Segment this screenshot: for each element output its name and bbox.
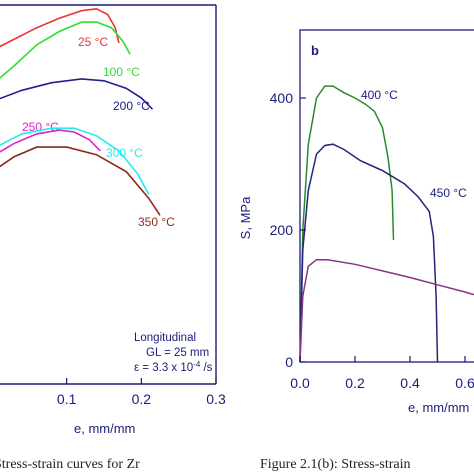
right-series-400-c bbox=[299, 85, 395, 363]
left-caption: Stress-strain curves for Zr bbox=[0, 457, 140, 472]
left-series-label-100-c: 100 °C bbox=[103, 65, 140, 79]
left-series-200-c bbox=[0, 78, 154, 110]
right-y-ticks: 0 200 400 bbox=[270, 90, 306, 370]
left-series-250-c bbox=[0, 129, 101, 153]
right-y-axis-label: S, MPa bbox=[238, 196, 253, 239]
right-x-tick-label: 0.0 bbox=[290, 375, 310, 391]
right-x-tick-label: 0.6 bbox=[455, 375, 474, 391]
right-plot-frame bbox=[299, 29, 474, 363]
left-annotation-exponent: -4 bbox=[193, 360, 201, 369]
left-series-group: 25 °C 100 °C 200 °C 250 °C 300 °C 350 °C bbox=[0, 7, 175, 229]
right-series-group: 400 °C 450 °C bbox=[299, 85, 474, 363]
left-series-label-300-c: 300 °C bbox=[106, 146, 143, 160]
left-annotation-unit: /s bbox=[200, 362, 212, 374]
left-x-ticks: 0.1 0.2 0.3 bbox=[57, 378, 226, 407]
right-chart: b 400 °C 450 °C 0.0 0.2 0.4 0.6 0 200 400 S, M… bbox=[238, 29, 474, 415]
right-x-tick-label: 0.2 bbox=[345, 375, 365, 391]
right-series-450-c bbox=[299, 143, 439, 363]
left-series-label-250-c: 250 °C bbox=[22, 120, 59, 134]
right-x-tick-label: 0.4 bbox=[400, 375, 420, 391]
right-y-tick-label: 200 bbox=[270, 222, 294, 238]
left-x-tick-label: 0.1 bbox=[57, 391, 77, 407]
left-x-tick-label: 0.3 bbox=[206, 391, 226, 407]
left-series-label-200-c: 200 °C bbox=[113, 99, 150, 113]
left-x-tick-label: 0.2 bbox=[132, 391, 152, 407]
right-panel-label: b bbox=[311, 43, 319, 58]
right-caption: Figure 2.1(b): Stress-strain bbox=[260, 457, 410, 472]
right-series-label-400-c: 400 °C bbox=[361, 88, 398, 102]
left-series-label-350-c: 350 °C bbox=[138, 215, 175, 229]
left-x-axis-label: e, mm/mm bbox=[74, 421, 135, 436]
left-series-350-c bbox=[0, 146, 161, 216]
left-annotation-line-2: GL = 25 mm bbox=[146, 347, 209, 359]
right-series-curve-2 bbox=[299, 258, 474, 363]
left-series-label-25-c: 25 °C bbox=[78, 35, 108, 49]
left-series-300-c bbox=[0, 127, 150, 195]
right-x-ticks: 0.0 0.2 0.4 0.6 bbox=[290, 356, 474, 391]
right-series-label-450-c: 450 °C bbox=[430, 186, 467, 200]
right-x-axis-label: e, mm/mm bbox=[408, 400, 469, 415]
right-y-tick-label: 400 bbox=[270, 90, 294, 106]
right-y-tick-label: 0 bbox=[285, 354, 293, 370]
left-annotation-strain-rate: ε = 3.3 x 10 bbox=[134, 362, 193, 374]
left-series-25-c bbox=[0, 7, 120, 48]
left-annotation-line-3: ε = 3.3 x 10-4 /s bbox=[134, 360, 213, 375]
left-annotation-line-1: Longitudinal bbox=[134, 332, 196, 344]
left-series-100-c bbox=[0, 21, 131, 79]
